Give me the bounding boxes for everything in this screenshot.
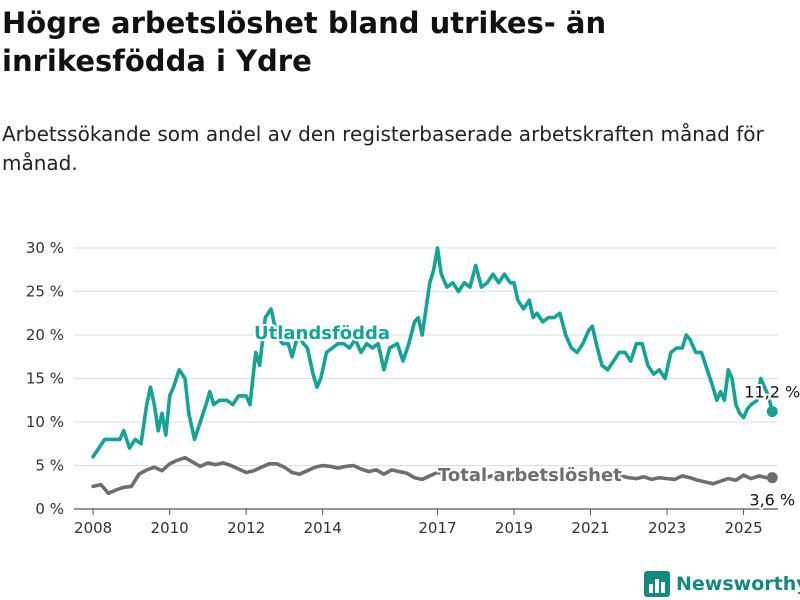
utlandsfodda-line bbox=[91, 246, 775, 459]
y-tick-label: 20 % bbox=[26, 326, 64, 344]
total-arbetsloshet-line bbox=[91, 455, 775, 496]
x-tick-label: 2025 bbox=[724, 519, 762, 537]
x-tick-label: 2014 bbox=[304, 519, 342, 537]
y-tick-label: 0 % bbox=[35, 500, 64, 518]
bar-chart-logo-icon bbox=[644, 571, 670, 597]
x-tick-label: 2021 bbox=[571, 519, 609, 537]
x-tick-label: 2012 bbox=[227, 519, 265, 537]
x-tick-label: 2008 bbox=[74, 519, 112, 537]
y-axis-ticks: 0 % 5 % 10 % 15 % 20 % 25 % 30 % bbox=[26, 239, 64, 518]
total-arbetsloshet-series-label: Total arbetslöshet bbox=[438, 465, 622, 486]
y-tick-label: 15 % bbox=[26, 370, 64, 388]
y-tick-label: 25 % bbox=[26, 283, 64, 301]
x-tick-label: 2010 bbox=[151, 519, 189, 537]
y-tick-label: 10 % bbox=[26, 413, 64, 431]
total-arbetsloshet-end-point bbox=[766, 472, 778, 484]
chart-subtitle: Arbetssökande som andel av den registerb… bbox=[2, 122, 764, 175]
total-arbetsloshet-end-value: 3,6 % bbox=[749, 491, 795, 510]
utlandsfodda-end-value: 11,2 % bbox=[744, 383, 800, 402]
y-tick-label: 5 % bbox=[35, 457, 64, 475]
brand: Newsworthy bbox=[644, 568, 800, 600]
series-labels: Utlandsfödda Total arbetslöshet 11,2 % 3,6 … bbox=[252, 321, 800, 512]
x-axis-ticks: 2008 2010 2012 2014 2017 2019 2021 2023 2025 bbox=[74, 509, 763, 537]
x-tick-label: 2019 bbox=[495, 519, 533, 537]
x-tick-label: 2023 bbox=[648, 519, 686, 537]
x-tick-label: 2017 bbox=[418, 519, 456, 537]
chart-title: Högre arbetslöshet bland utrikes- än inr… bbox=[2, 6, 607, 78]
brand-name: Newsworthy bbox=[676, 573, 800, 595]
grid-lines bbox=[74, 247, 778, 510]
series-lines bbox=[91, 246, 778, 496]
utlandsfodda-series-label: Utlandsfödda bbox=[254, 323, 390, 344]
utlandsfodda-end-point bbox=[766, 406, 778, 418]
y-tick-label: 30 % bbox=[26, 239, 64, 257]
line-chart: 0 %5 %10 %15 %20 %25 %30 % 2008 2010 2012 2… bbox=[26, 239, 800, 537]
